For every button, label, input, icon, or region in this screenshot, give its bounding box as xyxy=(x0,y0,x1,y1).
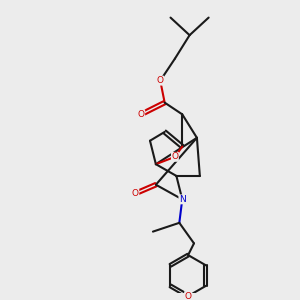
Text: O: O xyxy=(132,189,139,198)
Text: O: O xyxy=(157,76,164,85)
Text: O: O xyxy=(184,292,192,300)
Text: O: O xyxy=(171,152,178,161)
Text: O: O xyxy=(138,110,145,119)
Text: N: N xyxy=(179,195,186,204)
